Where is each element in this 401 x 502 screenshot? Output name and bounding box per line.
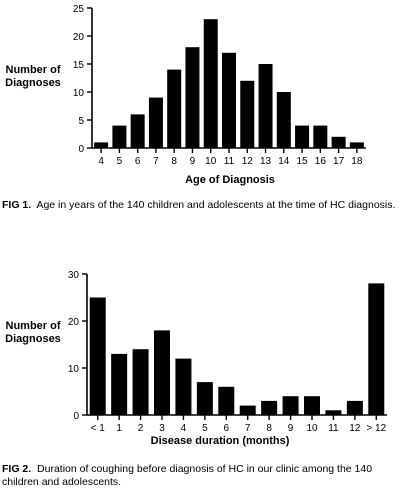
x-tick-label: 12 — [349, 423, 361, 434]
y-axis-label: Number of Diagnoses — [5, 320, 61, 345]
x-tick-label: 18 — [351, 156, 363, 167]
y-tick-label: 5 — [78, 116, 84, 127]
x-tick-label: 6 — [135, 156, 141, 167]
caption-text: Age in years of the 140 children and ado… — [36, 199, 396, 211]
x-axis-label: Disease duration (months) — [150, 435, 290, 447]
x-tick-label: 7 — [245, 423, 251, 434]
bar — [185, 47, 200, 149]
x-tick-label: 15 — [297, 156, 309, 167]
x-tick-label: 9 — [190, 156, 196, 167]
figure-caption: FIG 2. Duration of coughing before diagn… — [2, 463, 399, 489]
age-of-diagnosis-chart: 0 5 10 15 20 25 4 5 6 7 8 9 10 11 12 13 14 15 16 17 18 — [73, 4, 366, 167]
x-tick-label: 8 — [266, 423, 272, 434]
x-tick-label: 11 — [328, 423, 339, 434]
x-tick-label: < 1 — [91, 423, 106, 434]
x-tick-label: 8 — [171, 156, 177, 167]
y-tick-label: 25 — [73, 4, 85, 15]
x-tick-label: 14 — [278, 156, 290, 167]
x-tick-label: 16 — [315, 156, 327, 167]
bar — [112, 125, 127, 148]
bar — [239, 405, 256, 415]
bar — [313, 125, 328, 148]
bar — [304, 396, 320, 415]
x-tick-label: 4 — [181, 423, 187, 434]
bar — [261, 400, 278, 415]
x-tick-label: 6 — [224, 423, 230, 434]
x-tick-label: 2 — [138, 423, 144, 434]
y-tick-label: 0 — [78, 144, 84, 155]
bar — [218, 386, 235, 415]
figure-1: Number of Diagnoses 0 5 10 15 20 25 4 5 6 7 8 9 10 11… — [0, 0, 401, 211]
x-tick-label: 13 — [260, 156, 272, 167]
y-axis-label: Number of Diagnoses — [5, 64, 61, 89]
y-tick-label: 10 — [73, 88, 85, 99]
x-tick-label: 12 — [242, 156, 254, 167]
y-tick-label: 20 — [68, 317, 80, 328]
bar — [258, 64, 273, 148]
bar — [325, 410, 342, 415]
caption-label: FIG 2. — [2, 463, 32, 475]
x-tick-label: > 12 — [366, 423, 386, 434]
caption-text: Duration of coughing before diagnosis of… — [2, 463, 373, 488]
bar — [196, 382, 213, 415]
bar — [331, 136, 346, 148]
bar — [175, 358, 192, 415]
bar — [148, 97, 163, 148]
y-tick-label: 15 — [73, 60, 85, 71]
x-tick-label: 11 — [224, 156, 235, 167]
x-tick-label: 4 — [98, 156, 104, 167]
x-tick-label: 1 — [116, 423, 122, 434]
x-tick-label: 5 — [202, 423, 208, 434]
x-tick-label: 10 — [205, 156, 217, 167]
y-tick-label: 10 — [68, 364, 80, 375]
bar — [240, 80, 255, 148]
bar — [222, 52, 236, 148]
bar — [203, 19, 218, 149]
y-tick-label: 0 — [73, 411, 79, 422]
bar — [346, 400, 363, 415]
bar — [132, 349, 149, 415]
y-tick-label: 20 — [73, 32, 85, 43]
y-tick-label: 30 — [68, 270, 80, 281]
bar — [295, 125, 310, 148]
bar — [111, 353, 128, 415]
x-tick-label: 9 — [288, 423, 294, 434]
bar — [349, 142, 364, 148]
bar — [130, 114, 145, 148]
bar — [154, 330, 170, 415]
bar — [276, 92, 291, 148]
figure-caption: FIG 1. Age in years of the 140 children … — [2, 199, 399, 212]
bar — [368, 283, 385, 415]
bar — [282, 396, 299, 415]
bar — [167, 69, 182, 148]
x-axis-label: Age of Diagnosis — [185, 174, 275, 186]
x-tick-label: 3 — [159, 423, 165, 434]
caption-label: FIG 1. — [2, 199, 32, 211]
x-tick-label: 5 — [117, 156, 123, 167]
bar — [89, 297, 106, 415]
bar — [94, 142, 109, 148]
x-tick-label: 17 — [333, 156, 345, 167]
x-tick-label: 10 — [306, 423, 318, 434]
x-tick-label: 7 — [153, 156, 159, 167]
